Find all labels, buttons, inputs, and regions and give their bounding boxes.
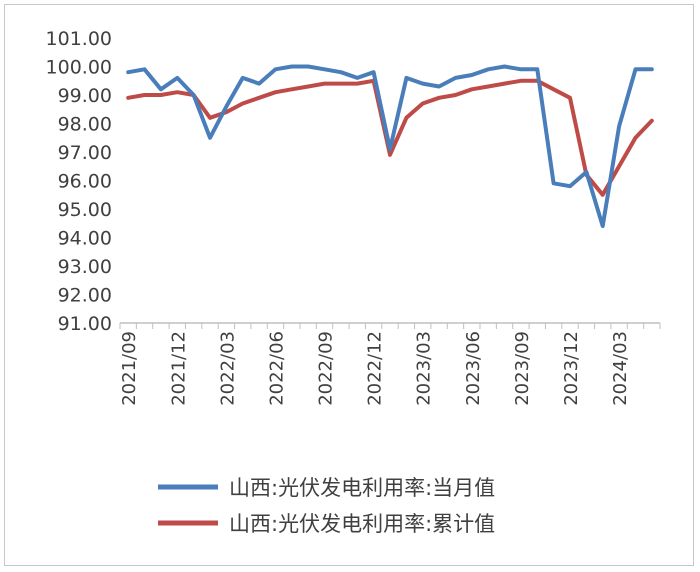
y-tick-label: 92.00 — [58, 285, 112, 307]
y-tick-label: 95.00 — [58, 199, 112, 221]
legend-label-1: 山西:光伏发电利用率:当月值 — [229, 476, 495, 500]
x-tick-label: 2023/12 — [561, 331, 582, 406]
legend-label-2: 山西:光伏发电利用率:累计值 — [229, 512, 495, 536]
x-tick-label: 2022/03 — [217, 331, 238, 406]
x-tick-label: 2023/09 — [512, 331, 533, 406]
series-line-1 — [126, 64, 654, 229]
y-tick-label: 100.00 — [46, 57, 112, 79]
x-tick-label: 2022/12 — [365, 331, 386, 406]
series-layer — [126, 64, 654, 229]
x-tick-label: 2023/03 — [414, 331, 435, 406]
y-tick-label: 101.00 — [46, 28, 112, 50]
y-tick-label: 98.00 — [58, 114, 112, 136]
y-tick-label: 96.00 — [58, 171, 112, 193]
x-tick-label: 2022/06 — [266, 331, 287, 406]
y-tick-label: 99.00 — [58, 85, 112, 107]
y-tick-label: 91.00 — [58, 313, 112, 335]
y-tick-label: 94.00 — [58, 228, 112, 250]
chart-frame — [4, 4, 694, 566]
series-line-2 — [126, 78, 654, 197]
x-tick-label: 2022/09 — [316, 331, 337, 406]
x-tick-label: 2021/09 — [119, 331, 140, 406]
axes: 91.00 92.00 93.00 94.00 95.00 96.00 97.00 98.00… — [46, 28, 661, 406]
x-tick-label: 2023/06 — [463, 331, 484, 406]
x-tick-label: 2024/03 — [610, 331, 631, 406]
y-tick-label: 93.00 — [58, 256, 112, 278]
x-tick-label: 2021/12 — [168, 331, 189, 406]
y-tick-label: 97.00 — [58, 142, 112, 164]
